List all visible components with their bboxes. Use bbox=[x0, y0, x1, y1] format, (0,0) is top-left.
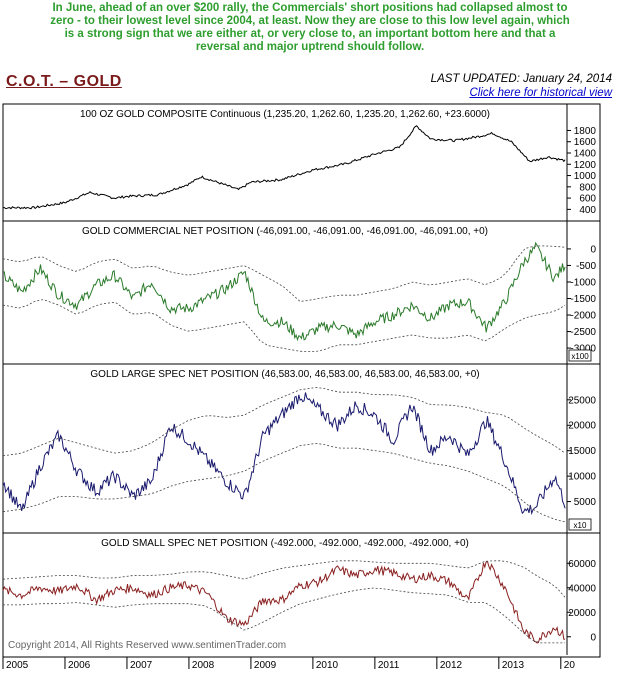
x-tick-label: 2006 bbox=[68, 660, 91, 671]
y-tick-label: 0 bbox=[590, 244, 596, 255]
x-tick-label: 2007 bbox=[130, 660, 153, 671]
y-tick-label: 1600 bbox=[574, 137, 597, 148]
panel-1: GOLD COMMERCIAL NET POSITION (-46,091.00… bbox=[2, 220, 600, 364]
series-line bbox=[2, 392, 566, 516]
y-tick-label: -1000 bbox=[570, 277, 596, 288]
y-tick-label: 600 bbox=[579, 194, 596, 205]
y-tick-label: 20000 bbox=[568, 421, 596, 432]
upper-band-line bbox=[2, 245, 566, 302]
lower-band-line bbox=[3, 587, 566, 644]
y-tick-label: 20000 bbox=[568, 608, 596, 619]
x-axis: 2005 2006 2007 2008 2009 2010 2011 2012 2013 20 bbox=[2, 656, 600, 671]
y-tick-label: -3000 bbox=[570, 344, 596, 355]
y-tick-label: 800 bbox=[579, 182, 596, 193]
x-tick-label: 2008 bbox=[192, 660, 215, 671]
panel-title: 100 OZ GOLD COMPOSITE Continuous (1,235.… bbox=[80, 109, 490, 120]
last-updated-label: LAST UPDATED: January 24, 2014 bbox=[430, 73, 612, 85]
y-tick-label: 5000 bbox=[574, 497, 597, 508]
x-tick-label: 2005 bbox=[6, 660, 29, 671]
y-unit-label: x10 bbox=[574, 521, 587, 530]
y-tick-label: 1200 bbox=[574, 160, 597, 171]
y-tick-label: -2000 bbox=[570, 311, 596, 322]
upper-band-line bbox=[2, 387, 566, 457]
y-tick-label: 10000 bbox=[568, 472, 596, 483]
x-tick-label: 20 bbox=[564, 660, 576, 671]
x-tick-label: 2013 bbox=[502, 660, 525, 671]
x-tick-label: 2010 bbox=[316, 660, 339, 671]
panel-title: GOLD COMMERCIAL NET POSITION (-46,091.00… bbox=[82, 226, 488, 237]
copyright-text: Copyright 2014, All Rights Reserved www.… bbox=[8, 640, 286, 651]
y-tick-label: -500 bbox=[576, 261, 596, 272]
chart-frame bbox=[2, 103, 601, 658]
series-line bbox=[2, 560, 566, 644]
panel-2: GOLD LARGE SPEC NET POSITION (46,583.00,… bbox=[2, 363, 600, 533]
caption-line: zero - to their lowest level since 2004,… bbox=[50, 15, 570, 27]
panel-title: GOLD LARGE SPEC NET POSITION (46,583.00,… bbox=[90, 369, 479, 380]
panel-title: GOLD SMALL SPEC NET POSITION (-492.000, … bbox=[101, 538, 469, 549]
y-tick-label: 0 bbox=[590, 632, 596, 643]
y-tick-label: -1500 bbox=[570, 294, 596, 305]
x-tick-label: 2009 bbox=[254, 660, 277, 671]
y-tick-label: 1000 bbox=[574, 171, 597, 182]
lower-band-line bbox=[2, 442, 566, 523]
series-line bbox=[2, 125, 566, 210]
upper-band-line bbox=[2, 560, 566, 598]
lower-band-line bbox=[2, 299, 566, 352]
page-title: C.O.T. – GOLD bbox=[6, 73, 122, 90]
y-tick-label: 1800 bbox=[574, 126, 597, 137]
y-tick-label: 400 bbox=[579, 205, 596, 216]
y-tick-label: 60000 bbox=[568, 559, 596, 570]
y-tick-label: 25000 bbox=[568, 395, 596, 406]
x-tick-label: 2012 bbox=[440, 660, 463, 671]
x-tick-label: 2011 bbox=[378, 660, 400, 671]
panel-3: GOLD SMALL SPEC NET POSITION (-492.000, … bbox=[2, 532, 600, 655]
unit-box bbox=[568, 518, 592, 531]
y-tick-label: 40000 bbox=[568, 583, 596, 594]
historical-view-link[interactable]: Click here for historical view bbox=[469, 87, 612, 99]
panel-0: 100 OZ GOLD COMPOSITE Continuous (1,235.… bbox=[2, 103, 600, 221]
caption-text: In June, ahead of an over $200 rally, th… bbox=[0, 0, 620, 54]
caption-line: In June, ahead of an over $200 rally, th… bbox=[52, 2, 568, 14]
series-line bbox=[2, 241, 566, 342]
caption-line: reversal and major uptrend should follow… bbox=[195, 41, 425, 53]
y-tick-label: 1400 bbox=[574, 149, 597, 160]
y-tick-label: -2500 bbox=[570, 327, 596, 338]
caption-line: is a strong sign that we are either at, … bbox=[64, 28, 556, 40]
unit-box bbox=[568, 349, 592, 362]
y-unit-label: x100 bbox=[571, 352, 589, 361]
y-tick-label: 15000 bbox=[568, 446, 596, 457]
